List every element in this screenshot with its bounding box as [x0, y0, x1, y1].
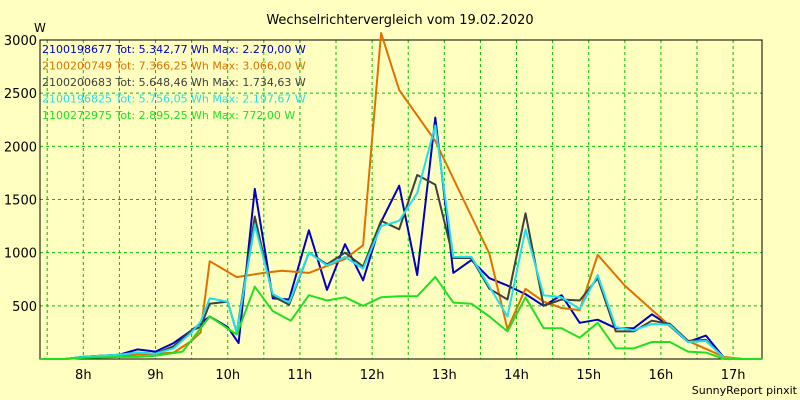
x-tick-label: 11h: [288, 368, 313, 383]
axes: [39, 39, 763, 360]
legend-entry-3: 2100200683 Tot: 5.648,46 Wh Max: 1.734,6…: [42, 76, 306, 89]
x-tick-label: 9h: [147, 368, 164, 383]
y-tick-label: 3000: [4, 34, 37, 49]
series-line-1: [40, 116, 762, 360]
x-tick-label: 10h: [215, 368, 240, 383]
legend: 2100198677 Tot: 5.342,77 Wh Max: 2.270,0…: [42, 43, 306, 122]
x-tick-label: 8h: [75, 368, 92, 383]
legend-entry-4: 2100196825 Tot: 5.756,05 Wh Max: 2.197,6…: [42, 93, 306, 106]
x-tick-label: 15h: [576, 368, 601, 383]
x-tick-label: 17h: [721, 368, 746, 383]
y-tick-label: 1000: [4, 247, 37, 262]
y-axis-unit: W: [34, 21, 46, 35]
tick-labels: 500 1000 1500 2000 2500 3000 8h 9h 10h 11h 12h 13h 1…: [4, 34, 746, 383]
series-line-5: [40, 275, 762, 360]
footer-credit: SunnyReport pinxit: [692, 384, 798, 397]
series-line-4: [40, 124, 762, 360]
y-tick-label: 2000: [4, 140, 37, 155]
series-lines: [40, 32, 762, 360]
y-tick-label: 1500: [4, 194, 37, 209]
legend-entry-1: 2100198677 Tot: 5.342,77 Wh Max: 2.270,0…: [42, 43, 306, 56]
x-tick-label: 12h: [360, 368, 385, 383]
x-tick-label: 13h: [432, 368, 457, 383]
series-line-3: [40, 174, 762, 360]
y-tick-label: 2500: [4, 87, 37, 102]
legend-entry-2: 2100200749 Tot: 7.366,25 Wh Max: 3.066,0…: [42, 60, 306, 73]
chart-title: Wechselrichtervergleich vom 19.02.2020: [266, 13, 533, 28]
legend-entry-5: 1100272975 Tot: 2.895,25 Wh Max: 772,00 …: [42, 109, 295, 122]
x-tick-label: 14h: [504, 368, 529, 383]
plot-frame: [39, 39, 763, 360]
x-tick-label: 16h: [649, 368, 674, 383]
y-tick-label: 500: [12, 300, 37, 315]
